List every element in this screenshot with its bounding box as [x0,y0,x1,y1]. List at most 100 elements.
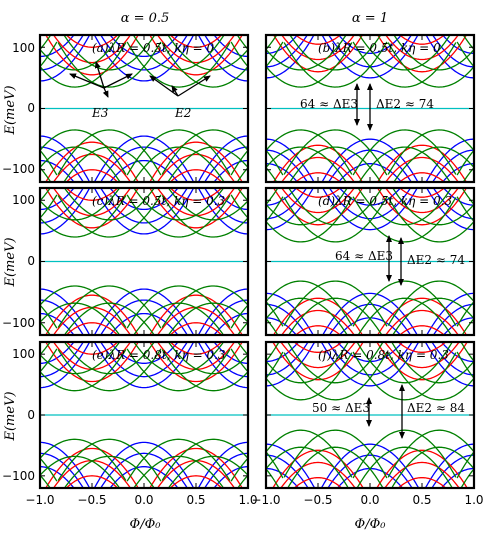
blue-band [266,162,474,182]
x-tick-label: 0.0 [360,493,379,507]
arrow [177,75,211,97]
blue-band [40,466,248,488]
y-tick-labels: 100 0 −100 100 0 −100 100 0 −100 [2,41,35,483]
green-band [266,446,474,488]
green-band [266,429,474,479]
e2-label: E2 [174,106,191,120]
panel-label-a: (a)λR = 0.5t, kη = 0 [92,41,215,55]
gap-label-f-right: ΔE2 ≈ 84 [407,401,465,415]
green-band [266,351,474,401]
e3-label: E3 [91,106,109,120]
gap-label-f-left: 50 ≈ ΔE3 [312,401,370,415]
y-tick-label: 0 [27,254,35,268]
x-tick-label: −1.0 [251,493,280,507]
gap-label-d-right: ΔE2 ≈ 74 [407,253,465,267]
panel-frame [38,186,250,337]
panel-label-d: (d)λR = 0.5t, kη = 0.3 [318,194,452,208]
panel-f [264,340,476,490]
green-band [266,35,474,71]
green-band [40,438,248,482]
column-title-right: α = 1 [352,11,388,26]
green-band [40,146,248,182]
green-band [40,348,248,392]
y-tick-label: 0 [27,101,35,115]
arrow [94,61,105,89]
green-band [266,146,474,182]
panel-label-e: (e)λR = 0.8t, kη = 0.3 [92,348,226,362]
band-curves [266,342,474,488]
panel-label-f: (f)λR = 0.8t, kη = 0.3 [318,348,449,362]
y-axis-label-middle: E(meV) [3,237,18,287]
y-axis-label-top: E(meV) [3,85,18,135]
x-tick-labels-right: −1.0 −0.5 0.0 0.5 1.0 [251,493,483,507]
x-tick-labels-left: −1.0 −0.5 0.0 0.5 1.0 [25,493,257,507]
panel-frame [38,340,250,490]
green-band [266,297,474,335]
e2-arrows [149,75,211,97]
band-curves [40,188,248,335]
x-tick-label: 1.0 [238,493,257,507]
panel-frame [264,186,476,337]
green-band [266,188,474,226]
green-band [40,35,248,71]
gap-label-b-right: ΔE2 ≈ 74 [376,97,434,111]
band-curves [40,342,248,488]
arrow [149,75,179,97]
band-curves [266,35,474,182]
panel-e [38,340,250,490]
arrow [69,73,105,89]
arrow [171,85,179,97]
blue-band [266,342,474,376]
gap-label-b-left: 64 ≈ ΔE3 [300,97,358,111]
x-tick-label: −0.5 [77,493,106,507]
green-band [40,342,248,375]
green-band [266,342,474,384]
panel-c [38,186,250,337]
y-tick-label: 0 [27,408,35,422]
y-tick-label: −100 [2,316,35,330]
x-axis-label-left: Φ/Φ₀ [130,517,162,532]
x-tick-label: 0.5 [186,493,205,507]
x-tick-label: −1.0 [25,493,54,507]
y-tick-label: −100 [2,469,35,483]
gap-label-d-left: 64 ≈ ΔE3 [335,249,393,263]
blue-band [266,454,474,488]
column-title-left: α = 0.5 [121,11,170,26]
x-tick-label: −0.5 [303,493,332,507]
y-tick-label: 100 [12,347,35,361]
x-axis-label-right: Φ/Φ₀ [355,517,387,532]
panel-label-b: (b)λR = 0.5t, kη = 0 [318,41,441,55]
panel-b [264,33,476,184]
x-tick-label: 0.0 [134,493,153,507]
panel-frame [264,33,476,184]
y-tick-label: −100 [2,162,35,176]
green-band [266,129,474,176]
e3-arrows [69,61,133,98]
green-band [266,280,474,327]
x-tick-label: 0.5 [412,493,431,507]
green-band [266,196,474,243]
green-band [40,41,248,88]
green-band [40,285,248,329]
blue-band [266,35,474,55]
blue-band [40,342,248,389]
arrow [103,73,133,89]
panel-label-c: (c)λR = 0.5t, kη = 0.3 [92,194,226,208]
panel-frame [38,33,250,184]
blue-band [266,303,474,335]
y-tick-label: 100 [12,193,35,207]
green-band [40,194,248,238]
blue-band [266,188,474,220]
green-band [40,129,248,176]
green-band [266,41,474,88]
panel-a [38,33,250,184]
blue-band [40,441,248,488]
arrow [102,87,109,98]
green-band [40,188,248,221]
y-axis-label-bottom: E(meV) [3,391,18,441]
panel-d [264,186,476,337]
panel-frame [264,340,476,490]
band-curves [266,188,474,335]
y-tick-label: 100 [12,41,35,55]
